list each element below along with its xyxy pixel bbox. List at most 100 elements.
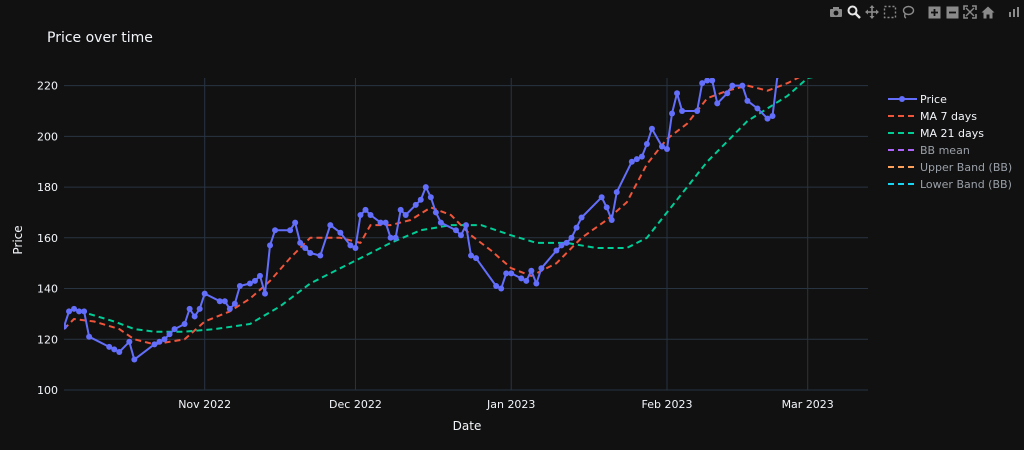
price-point[interactable] bbox=[769, 113, 776, 120]
price-point[interactable] bbox=[568, 234, 575, 241]
price-point[interactable] bbox=[392, 234, 399, 241]
price-point[interactable] bbox=[362, 206, 369, 213]
price-point[interactable] bbox=[191, 313, 198, 320]
price-point[interactable] bbox=[111, 346, 118, 353]
price-point[interactable] bbox=[106, 343, 113, 350]
price-point[interactable] bbox=[262, 290, 268, 297]
legend-item-ma-21-days[interactable]: MA 21 days bbox=[888, 127, 984, 140]
price-point[interactable] bbox=[674, 90, 681, 97]
zoom-out-icon[interactable] bbox=[944, 4, 960, 20]
price-point[interactable] bbox=[422, 184, 429, 191]
price-point[interactable] bbox=[377, 219, 384, 226]
price-point[interactable] bbox=[352, 244, 359, 251]
price-point[interactable] bbox=[523, 277, 530, 284]
price-point[interactable] bbox=[272, 227, 279, 234]
price-point[interactable] bbox=[86, 333, 93, 340]
plot-area[interactable] bbox=[61, 72, 823, 363]
price-point[interactable] bbox=[468, 252, 475, 259]
price-point[interactable] bbox=[432, 209, 439, 216]
price-point[interactable] bbox=[463, 222, 469, 229]
price-point[interactable] bbox=[648, 125, 655, 132]
price-point[interactable] bbox=[317, 252, 324, 259]
price-point[interactable] bbox=[251, 277, 258, 284]
price-point[interactable] bbox=[131, 356, 138, 363]
price-point[interactable] bbox=[427, 194, 434, 201]
box-select-icon[interactable] bbox=[882, 4, 898, 20]
price-point[interactable] bbox=[775, 72, 781, 79]
price-point[interactable] bbox=[256, 272, 263, 279]
price-point[interactable] bbox=[714, 100, 721, 107]
price-point[interactable] bbox=[608, 217, 615, 224]
price-point[interactable] bbox=[553, 247, 560, 254]
price-point[interactable] bbox=[221, 298, 228, 305]
price-point[interactable] bbox=[382, 219, 389, 226]
price-point[interactable] bbox=[397, 206, 404, 213]
price-point[interactable] bbox=[387, 234, 394, 241]
price-point[interactable] bbox=[704, 78, 711, 84]
price-point[interactable] bbox=[533, 280, 540, 287]
price-point[interactable] bbox=[754, 105, 761, 112]
price-point[interactable] bbox=[764, 115, 771, 122]
price-point[interactable] bbox=[287, 227, 294, 234]
price-point[interactable] bbox=[498, 285, 505, 292]
price-point[interactable] bbox=[126, 338, 133, 345]
price-point[interactable] bbox=[81, 308, 88, 315]
price-point[interactable] bbox=[638, 153, 645, 160]
price-point[interactable] bbox=[739, 82, 746, 89]
price-point[interactable] bbox=[171, 326, 178, 333]
price-point[interactable] bbox=[664, 146, 670, 153]
zoom-icon[interactable] bbox=[846, 4, 862, 20]
autoscale-icon[interactable] bbox=[962, 4, 978, 20]
price-point[interactable] bbox=[216, 298, 223, 305]
price-point[interactable] bbox=[231, 300, 238, 307]
zoom-in-icon[interactable] bbox=[926, 4, 942, 20]
price-point[interactable] bbox=[347, 242, 354, 249]
camera-icon[interactable] bbox=[828, 4, 844, 20]
price-point[interactable] bbox=[538, 265, 545, 272]
price-point[interactable] bbox=[699, 80, 706, 87]
price-point[interactable] bbox=[417, 196, 424, 203]
price-point[interactable] bbox=[186, 305, 193, 312]
price-point[interactable] bbox=[578, 214, 585, 221]
price-point[interactable] bbox=[598, 194, 605, 201]
price-point[interactable] bbox=[236, 283, 243, 289]
price-point[interactable] bbox=[156, 338, 163, 345]
price-point[interactable] bbox=[613, 189, 620, 196]
price-point[interactable] bbox=[292, 219, 299, 226]
price-point[interactable] bbox=[412, 201, 419, 208]
price-point[interactable] bbox=[518, 275, 525, 282]
plotly-logo-icon[interactable] bbox=[1006, 4, 1022, 20]
series-line-ma-7-days[interactable] bbox=[64, 73, 808, 346]
price-point[interactable] bbox=[729, 82, 736, 89]
lasso-icon[interactable] bbox=[900, 4, 916, 20]
price-point[interactable] bbox=[116, 348, 123, 355]
price-point[interactable] bbox=[694, 107, 701, 114]
price-point[interactable] bbox=[246, 280, 253, 287]
price-point[interactable] bbox=[558, 242, 565, 249]
price-point[interactable] bbox=[181, 321, 188, 328]
price-point[interactable] bbox=[402, 211, 409, 218]
price-point[interactable] bbox=[297, 239, 304, 246]
price-point[interactable] bbox=[669, 110, 676, 117]
price-point[interactable] bbox=[71, 305, 78, 312]
series-line-price[interactable] bbox=[64, 76, 779, 361]
price-point[interactable] bbox=[563, 239, 570, 246]
price-point[interactable] bbox=[201, 290, 208, 297]
price-point[interactable] bbox=[473, 255, 480, 262]
legend-item-upper-band-bb[interactable]: Upper Band (BB) bbox=[888, 161, 1012, 174]
price-point[interactable] bbox=[457, 232, 464, 239]
price-point[interactable] bbox=[724, 90, 731, 97]
price-point[interactable] bbox=[573, 224, 580, 231]
price-point[interactable] bbox=[603, 204, 610, 211]
price-point[interactable] bbox=[357, 211, 364, 218]
pan-icon[interactable] bbox=[864, 4, 880, 20]
legend-item-ma-7-days[interactable]: MA 7 days bbox=[888, 110, 977, 123]
price-point[interactable] bbox=[744, 97, 751, 104]
price-point[interactable] bbox=[679, 107, 686, 114]
price-point[interactable] bbox=[61, 323, 67, 330]
price-point[interactable] bbox=[302, 244, 309, 251]
series-line-ma-21-days[interactable] bbox=[88, 76, 823, 333]
price-point[interactable] bbox=[327, 222, 334, 229]
legend-item-bb-mean[interactable]: BB mean bbox=[888, 144, 970, 157]
price-point[interactable] bbox=[633, 156, 640, 163]
